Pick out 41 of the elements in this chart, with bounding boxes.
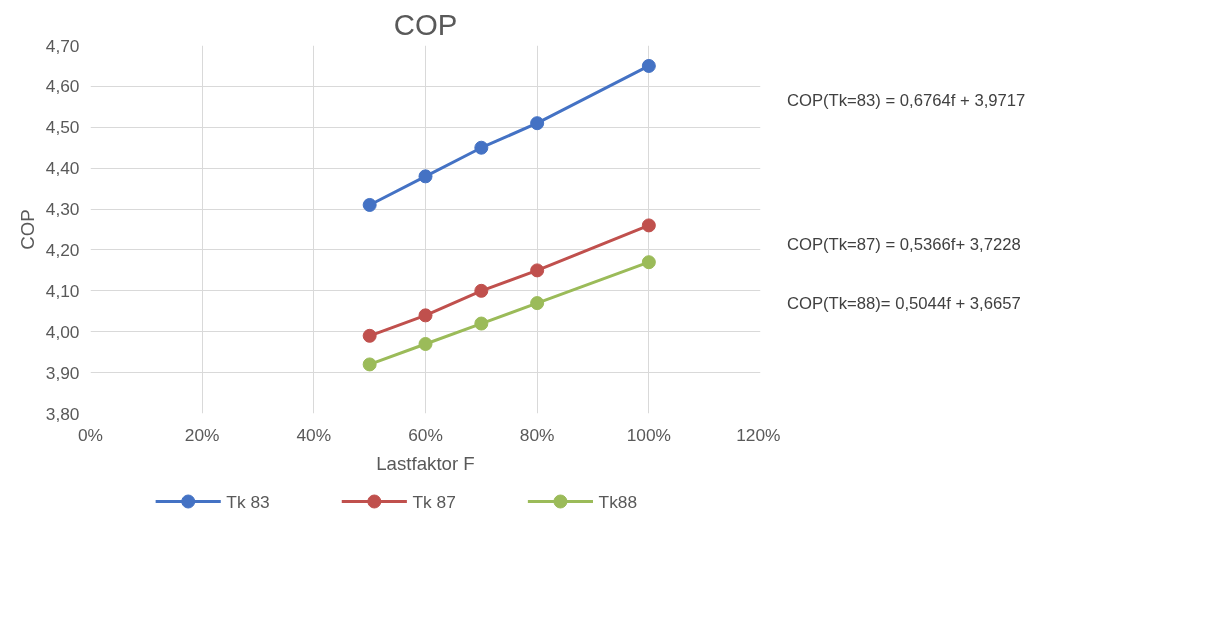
legend-label: Tk 83 [226, 491, 270, 512]
y-tick-label: 4,70 [45, 35, 80, 56]
point [418, 337, 433, 351]
point [418, 169, 433, 184]
legend-label: Tk88 [598, 491, 638, 512]
y-tick-label: 4,20 [45, 239, 80, 260]
text: COP(Tk=87) = 0,5366f+ 3,7228 [786, 234, 1021, 254]
point [474, 140, 489, 155]
chart-title: COP [393, 7, 458, 41]
point [474, 283, 489, 298]
point [641, 218, 656, 233]
y-tick-label: 3,90 [45, 362, 80, 383]
x-tick-label: 120% [736, 424, 781, 445]
x-tick-label: 100% [626, 424, 671, 445]
y-tick-label: 3,80 [45, 403, 80, 424]
y-tick-label: 4,50 [45, 117, 80, 138]
x-tick-label: 20% [184, 424, 220, 445]
point [641, 255, 656, 270]
point [418, 308, 433, 323]
point [362, 328, 377, 343]
text: COP(Tk=83) = 0,6764f + 3,9717 [786, 91, 1026, 111]
point [530, 263, 545, 278]
point [474, 316, 489, 331]
y-axis-title: COP [16, 209, 38, 250]
x-axis-title: Lastfaktor F [376, 452, 475, 474]
y-tick-label: 4,00 [45, 321, 80, 342]
point [530, 296, 545, 311]
y-tick-label: 4,60 [45, 76, 80, 97]
text: COP(Tk=88)= 0,5044f + 3,6657 [786, 293, 1021, 313]
point [362, 357, 377, 372]
point [362, 197, 377, 212]
x-tick-label: 0% [77, 424, 104, 445]
x-tick-label: 60% [408, 424, 443, 445]
legend-label: Tk 87 [412, 491, 456, 512]
y-tick-label: 4,30 [45, 199, 80, 220]
x-tick-label: 40% [296, 424, 332, 445]
point [530, 116, 545, 131]
x-tick-label: 80% [519, 424, 555, 445]
y-tick-label: 4,10 [45, 280, 80, 301]
y-tick-label: 4,40 [45, 158, 80, 179]
point [641, 58, 656, 73]
